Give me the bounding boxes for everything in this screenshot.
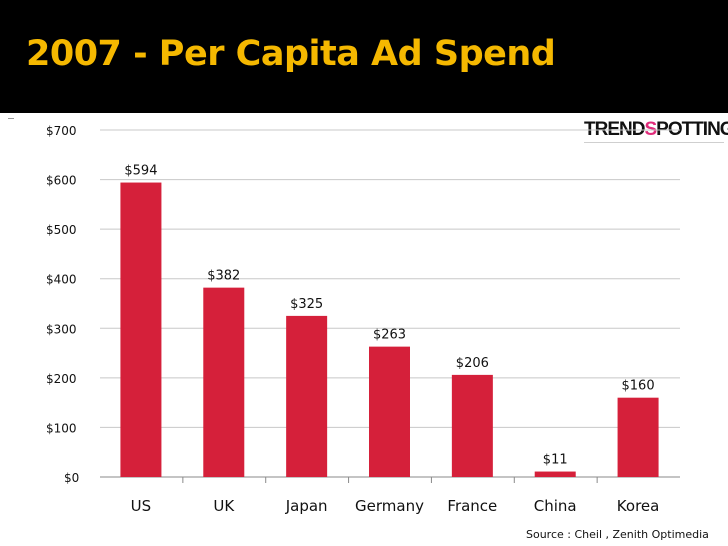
data-label: $382 xyxy=(207,269,240,284)
y-tick-label: $0 xyxy=(64,471,79,485)
x-axis-tick-labels: US UK Japan Germany France China Korea xyxy=(131,497,660,515)
bar xyxy=(534,471,576,477)
data-label: $325 xyxy=(290,297,323,312)
bar xyxy=(617,397,659,477)
y-tick-label: $300 xyxy=(46,322,77,336)
x-tick-label: Korea xyxy=(617,497,660,515)
source-note: Source : Cheil , Zenith Optimedia xyxy=(526,528,709,541)
bar xyxy=(369,346,410,477)
x-tick-label: UK xyxy=(213,497,235,515)
bar xyxy=(451,374,493,477)
x-tick-label: France xyxy=(447,497,497,515)
top-rule xyxy=(8,118,14,119)
y-axis-tick-labels: $0 $100 $200 $300 $400 $500 $600 $700 xyxy=(46,124,79,485)
data-label: $206 xyxy=(456,356,489,371)
data-label: $11 xyxy=(543,453,568,468)
bar xyxy=(120,182,162,477)
title-bar xyxy=(0,0,728,113)
x-tick-label: US xyxy=(131,497,152,515)
y-tick-label: $400 xyxy=(46,273,77,287)
logo-underline xyxy=(584,142,724,143)
x-tick-label: Germany xyxy=(355,497,424,515)
logo-text-part2: POTTING xyxy=(656,119,728,140)
bars xyxy=(120,182,659,477)
y-tick-label: $700 xyxy=(46,124,77,138)
y-tick-label: $100 xyxy=(46,421,77,435)
y-tick-label: $500 xyxy=(46,223,77,237)
bar xyxy=(203,287,245,477)
x-tick-label: Japan xyxy=(285,497,328,515)
data-labels: $594 $382 $325 $263 $206 $11 $160 xyxy=(124,164,654,468)
y-tick-label: $200 xyxy=(46,372,77,386)
bar xyxy=(286,315,328,477)
y-tick-label: $600 xyxy=(46,174,77,188)
chart-title: 2007 - Per Capita Ad Spend xyxy=(26,34,556,74)
data-label: $263 xyxy=(373,328,406,343)
x-tick-label: China xyxy=(534,497,577,515)
data-label: $160 xyxy=(622,379,655,394)
data-label: $594 xyxy=(124,164,157,179)
